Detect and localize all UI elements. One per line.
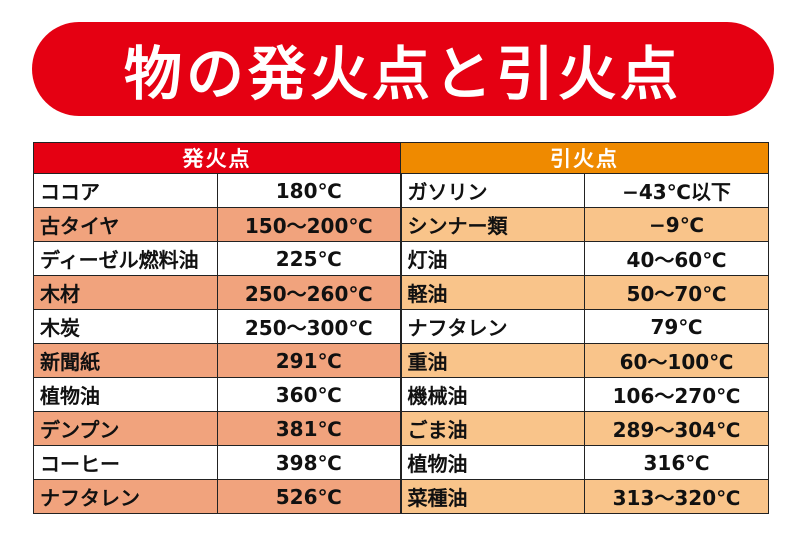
flash-temperature: 50～70℃ xyxy=(584,275,769,310)
ignition-point-header: 発火点 xyxy=(33,142,401,174)
ignition-substance: ココア xyxy=(33,173,218,208)
flash-temperature: 60～100℃ xyxy=(584,343,769,378)
flash-temperature: 79℃ xyxy=(584,309,769,344)
ignition-substance: 古タイヤ xyxy=(33,207,218,242)
ignition-substance: ディーゼル燃料油 xyxy=(33,241,218,276)
flash-substance: 機械油 xyxy=(399,377,585,412)
ignition-temperature: 381℃ xyxy=(217,411,401,446)
ignition-temperature: 250～260℃ xyxy=(217,275,401,310)
ignition-temperature: 180℃ xyxy=(217,173,401,208)
table-row: 木材 250～260℃ 軽油 50～70℃ xyxy=(33,275,769,310)
flash-temperature: 289～304℃ xyxy=(584,411,769,446)
flash-substance: 植物油 xyxy=(399,445,585,480)
flash-substance: ナフタレン xyxy=(399,309,585,344)
table-body: ココア 180℃ ガソリン −43℃以下 古タイヤ 150～200℃ シンナー類… xyxy=(33,173,769,514)
table-row: 新聞紙 291℃ 重油 60～100℃ xyxy=(33,343,769,378)
table-row: 植物油 360℃ 機械油 106～270℃ xyxy=(33,377,769,412)
ignition-substance: デンプン xyxy=(33,411,218,446)
page-title: 物の発火点と引火点 xyxy=(123,40,682,108)
flash-temperature: −9℃ xyxy=(584,207,769,242)
flash-temperature: −43℃以下 xyxy=(584,173,769,208)
ignition-substance: コーヒー xyxy=(33,445,218,480)
table-row: ディーゼル燃料油 225℃ 灯油 40～60℃ xyxy=(33,241,769,276)
table-row: ココア 180℃ ガソリン −43℃以下 xyxy=(33,173,769,208)
temperature-table-container: 発火点 引火点 ココア 180℃ ガソリン −43℃以下 古タイヤ 150～20… xyxy=(33,142,769,514)
ignition-temperature: 291℃ xyxy=(217,343,401,378)
table-row: 木炭 250～300℃ ナフタレン 79℃ xyxy=(33,309,769,344)
flash-substance: 菜種油 xyxy=(399,479,585,514)
flash-temperature: 313～320℃ xyxy=(584,479,769,514)
ignition-substance: 木材 xyxy=(33,275,218,310)
ignition-temperature: 225℃ xyxy=(217,241,401,276)
ignition-temperature: 398℃ xyxy=(217,445,401,480)
flash-substance: 軽油 xyxy=(399,275,585,310)
ignition-temperature: 250～300℃ xyxy=(217,309,401,344)
flash-temperature: 106～270℃ xyxy=(584,377,769,412)
ignition-temperature: 526℃ xyxy=(217,479,401,514)
temperature-table: 発火点 引火点 ココア 180℃ ガソリン −43℃以下 古タイヤ 150～20… xyxy=(33,142,769,514)
ignition-temperature: 360℃ xyxy=(217,377,401,412)
flash-temperature: 40～60℃ xyxy=(584,241,769,276)
table-row: ナフタレン 526℃ 菜種油 313～320℃ xyxy=(33,479,769,514)
flash-substance: 灯油 xyxy=(399,241,585,276)
ignition-substance: 木炭 xyxy=(33,309,218,344)
ignition-substance: ナフタレン xyxy=(33,479,218,514)
flash-substance: ごま油 xyxy=(399,411,585,446)
flash-point-header: 引火点 xyxy=(400,142,769,174)
flash-substance: 重油 xyxy=(399,343,585,378)
flash-substance: ガソリン xyxy=(399,173,585,208)
table-row: デンプン 381℃ ごま油 289～304℃ xyxy=(33,411,769,446)
flash-temperature: 316℃ xyxy=(584,445,769,480)
title-banner: 物の発火点と引火点 xyxy=(32,22,774,116)
flash-substance: シンナー類 xyxy=(399,207,585,242)
ignition-substance: 新聞紙 xyxy=(33,343,218,378)
table-row: 古タイヤ 150～200℃ シンナー類 −9℃ xyxy=(33,207,769,242)
table-header-row: 発火点 引火点 xyxy=(33,142,769,174)
ignition-temperature: 150～200℃ xyxy=(217,207,401,242)
table-row: コーヒー 398℃ 植物油 316℃ xyxy=(33,445,769,480)
ignition-substance: 植物油 xyxy=(33,377,218,412)
